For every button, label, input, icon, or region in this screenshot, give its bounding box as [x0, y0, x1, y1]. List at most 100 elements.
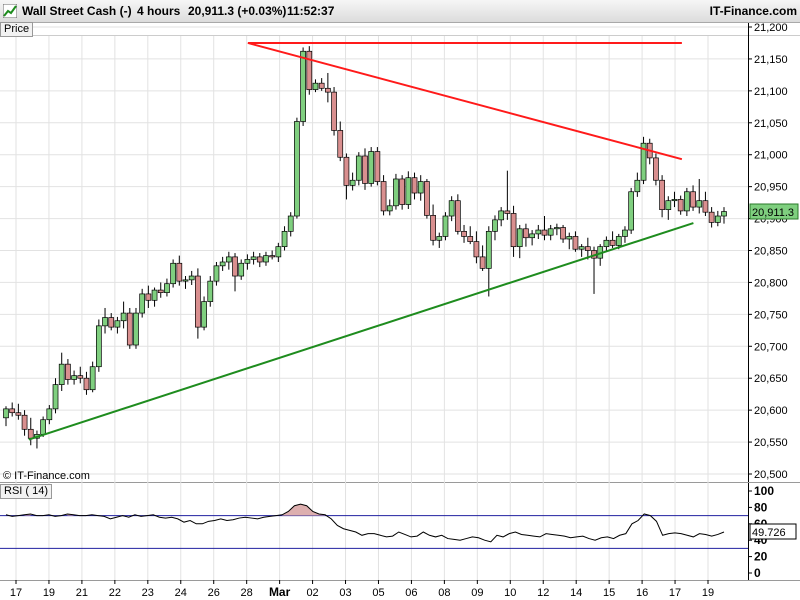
price-tick-label: 21,050 [754, 118, 788, 130]
rsi-panel-label: RSI ( 14) [0, 484, 53, 499]
candle-body [634, 179, 641, 193]
candle-body [442, 215, 449, 237]
time-tick-label: 10 [504, 587, 516, 599]
candle-body [269, 255, 276, 258]
candle-body [89, 366, 96, 391]
candle-body [584, 246, 591, 251]
time-tick-label: 17 [10, 587, 22, 599]
candle-body [71, 375, 77, 380]
candle-body [510, 213, 517, 248]
candle-body [331, 91, 337, 131]
candle-body [665, 200, 672, 210]
candle-body [671, 199, 678, 202]
price-panel-label: Price [0, 22, 34, 37]
candle-body [65, 363, 71, 380]
candle-body [176, 262, 183, 282]
candle-body [77, 375, 84, 379]
candle-body [609, 239, 616, 246]
price-tick-label: 20,850 [754, 246, 788, 258]
candle-body [102, 317, 108, 327]
candle-body [40, 419, 46, 435]
candle-body [684, 191, 690, 212]
time-tick-label: 24 [175, 587, 187, 599]
price-tick-label: 21,200 [754, 22, 788, 34]
candle-body [498, 210, 505, 221]
candle-body [714, 215, 721, 223]
candle-body [312, 82, 319, 90]
instrument-name: Wall Street Cash (-) [22, 4, 132, 18]
candle-body [622, 229, 628, 237]
candle-body [213, 265, 220, 282]
candle-body [126, 312, 133, 346]
time-tick-label: 19 [702, 587, 714, 599]
candle-body [492, 219, 498, 232]
candle-body [349, 179, 356, 186]
candle-body [318, 82, 325, 89]
candle-body [182, 279, 189, 282]
rsi-series [0, 503, 748, 549]
candle-body [114, 320, 121, 328]
candle-body [473, 241, 480, 258]
candle-body [52, 384, 59, 410]
trendlines [28, 41, 694, 441]
timeframe: 4 hours [137, 4, 181, 18]
candle-body [411, 177, 418, 194]
candle-body [516, 228, 523, 248]
price-tick-label: 21,150 [754, 54, 788, 66]
rsi-badge: 49.726 [752, 527, 786, 539]
candle-body [355, 155, 362, 181]
price-badge: 20,911.3 [752, 207, 794, 219]
candle-body [659, 179, 665, 210]
candle-body [708, 211, 715, 223]
candle-body [263, 255, 269, 263]
time-tick-label: 21 [76, 587, 88, 599]
candle-body [424, 181, 430, 216]
candle-body [225, 256, 232, 263]
candle-body [95, 325, 102, 368]
trendline-support-rising [28, 222, 694, 441]
price-tick-label: 21,000 [754, 150, 788, 162]
rsi-tick-label: 0 [754, 566, 761, 580]
last-price: 20,911.3 (+0.03%) [188, 4, 287, 18]
candle-body [603, 239, 610, 248]
candle-body [430, 215, 436, 241]
time-axis-ticks: 17 19 21 22 23 24 26 28 Mar 02 03 05 06 08 09 10 12 14 15 1… [10, 580, 714, 599]
time-tick-label: 03 [339, 587, 351, 599]
time-tick-label: 09 [471, 587, 483, 599]
it-finance-logo-icon [3, 4, 17, 18]
candle-body [628, 191, 635, 231]
candle-body [362, 155, 368, 184]
candle-body [108, 317, 115, 328]
candle-body [294, 121, 300, 217]
candle-body [529, 233, 535, 239]
candle-body [578, 246, 585, 250]
time-tick-label: 17 [669, 587, 681, 599]
candle-body [306, 50, 313, 90]
candle-body [374, 151, 381, 182]
candle-body [201, 301, 207, 328]
grid-lines [0, 26, 748, 580]
time-tick-label: 19 [43, 587, 55, 599]
candle-body [287, 215, 294, 232]
candle-body [27, 428, 34, 439]
candle-body [467, 236, 474, 242]
rsi-tick-label: 100 [754, 484, 774, 498]
candle-body [207, 280, 214, 302]
time-tick-label: 02 [306, 587, 318, 599]
candle-body [139, 293, 146, 314]
price-tick-label: 21,100 [754, 86, 788, 98]
time-tick-label: 23 [142, 587, 154, 599]
candle-body [690, 191, 696, 208]
rsi-tick-label: 80 [754, 500, 768, 514]
candle-body [368, 151, 375, 184]
candle-body [454, 200, 461, 232]
candle-body [615, 236, 622, 246]
candle-body [393, 178, 399, 207]
candle-body [250, 256, 257, 260]
time-tick-label: 05 [372, 587, 384, 599]
candle-body [157, 289, 164, 293]
candle-body [145, 293, 152, 301]
candlestick-series [3, 46, 727, 449]
time-tick-label: 22 [109, 587, 121, 599]
